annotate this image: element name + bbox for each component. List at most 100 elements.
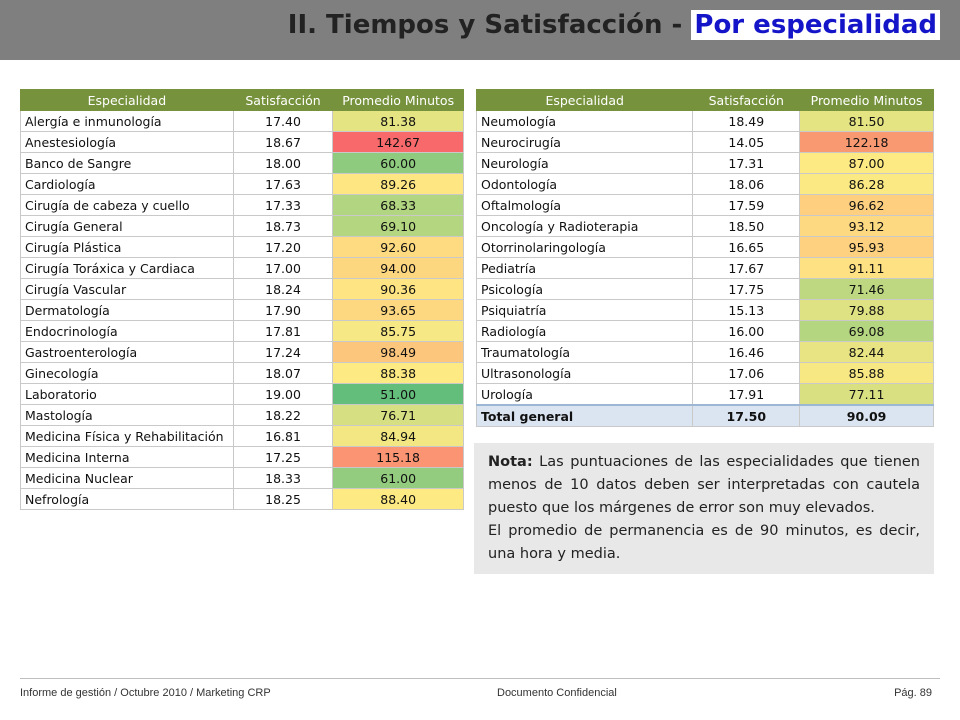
minutes-value: 81.38 xyxy=(332,110,464,132)
table-row: Oftalmología 17.59 96.62 xyxy=(475,194,934,216)
specialty-name: Alergía e inmunología xyxy=(20,110,234,132)
header-especialidad: Especialidad xyxy=(475,89,694,111)
minutes-value: 85.88 xyxy=(799,362,934,384)
satisfaction-value: 17.06 xyxy=(692,362,801,384)
specialty-name: Odontología xyxy=(475,173,694,195)
table-row: Radiología 16.00 69.08 xyxy=(475,320,934,342)
header-especialidad: Especialidad xyxy=(20,89,234,111)
minutes-value: 82.44 xyxy=(799,341,934,363)
table-row: Cirugía Plástica 17.20 92.60 xyxy=(20,236,464,258)
specialty-name: Anestesiología xyxy=(20,131,234,153)
specialty-name: Neurocirugía xyxy=(475,131,694,153)
satisfaction-value: 17.40 xyxy=(232,110,334,132)
note-text-1: Las puntuaciones de las especialidades q… xyxy=(488,454,920,516)
minutes-value: 81.50 xyxy=(799,110,934,132)
table-row: Otorrinolaringología 16.65 95.93 xyxy=(475,236,934,258)
table-row: Oncología y Radioterapia 18.50 93.12 xyxy=(475,215,934,237)
table-row: Laboratorio 19.00 51.00 xyxy=(20,383,464,405)
minutes-value: 84.94 xyxy=(332,425,464,447)
satisfaction-value: 16.65 xyxy=(692,236,801,258)
table-row: Endocrinología 17.81 85.75 xyxy=(20,320,464,342)
table-row: Neurología 17.31 87.00 xyxy=(475,152,934,174)
minutes-value: 95.93 xyxy=(799,236,934,258)
minutes-value: 69.08 xyxy=(799,320,934,342)
satisfaction-value: 18.00 xyxy=(232,152,334,174)
table-row: Psicología 17.75 71.46 xyxy=(475,278,934,300)
specialty-name: Radiología xyxy=(475,320,694,342)
satisfaction-value: 18.67 xyxy=(232,131,334,153)
minutes-value: 61.00 xyxy=(332,467,464,489)
satisfaction-value: 17.81 xyxy=(232,320,334,342)
minutes-value: 98.49 xyxy=(332,341,464,363)
minutes-value: 92.60 xyxy=(332,236,464,258)
minutes-value: 93.65 xyxy=(332,299,464,321)
satisfaction-value: 17.31 xyxy=(692,152,801,174)
table-row: Nefrología 18.25 88.40 xyxy=(20,488,464,510)
satisfaction-value: 15.13 xyxy=(692,299,801,321)
table-row: Medicina Física y Rehabilitación 16.81 84.… xyxy=(20,425,464,447)
minutes-value: 142.67 xyxy=(332,131,464,153)
specialty-name: Medicina Física y Rehabilitación xyxy=(20,425,234,447)
table-row: Odontología 18.06 86.28 xyxy=(475,173,934,195)
table-row: Mastología 18.22 76.71 xyxy=(20,404,464,426)
minutes-value: 94.00 xyxy=(332,257,464,279)
satisfaction-value: 16.81 xyxy=(232,425,334,447)
satisfaction-value: 17.20 xyxy=(232,236,334,258)
minutes-value: 76.71 xyxy=(332,404,464,426)
satisfaction-value: 17.24 xyxy=(232,341,334,363)
table-row: Cirugía Toráxica y Cardiaca 17.00 94.00 xyxy=(20,257,464,279)
specialty-name: Neumología xyxy=(475,110,694,132)
satisfaction-value: 18.24 xyxy=(232,278,334,300)
total-satisfaccion: 17.50 xyxy=(692,404,801,427)
specialty-table-right: Especialidad Satisfacción Promedio Minut… xyxy=(475,89,934,427)
table-row: Psiquiatría 15.13 79.88 xyxy=(475,299,934,321)
table-row: Ultrasonología 17.06 85.88 xyxy=(475,362,934,384)
specialty-name: Ginecología xyxy=(20,362,234,384)
minutes-value: 115.18 xyxy=(332,446,464,468)
satisfaction-value: 18.22 xyxy=(232,404,334,426)
minutes-value: 86.28 xyxy=(799,173,934,195)
footer-page-number: Pág. 89 xyxy=(894,687,932,699)
title-sub: Por especialidad xyxy=(691,10,940,40)
specialty-name: Traumatología xyxy=(475,341,694,363)
table-row: Medicina Nuclear 18.33 61.00 xyxy=(20,467,464,489)
header-minutos: Promedio Minutos xyxy=(332,89,464,111)
satisfaction-value: 16.46 xyxy=(692,341,801,363)
satisfaction-value: 17.00 xyxy=(232,257,334,279)
specialty-name: Cardiología xyxy=(20,173,234,195)
header-minutos: Promedio Minutos xyxy=(799,89,934,111)
minutes-value: 93.12 xyxy=(799,215,934,237)
specialty-table-left: Especialidad Satisfacción Promedio Minut… xyxy=(20,89,464,510)
total-minutos: 90.09 xyxy=(799,404,934,427)
specialty-name: Urología xyxy=(475,383,694,406)
specialty-name: Cirugía General xyxy=(20,215,234,237)
specialty-name: Psicología xyxy=(475,278,694,300)
note-label: Nota: xyxy=(488,454,533,470)
satisfaction-value: 18.49 xyxy=(692,110,801,132)
specialty-name: Oncología y Radioterapia xyxy=(475,215,694,237)
footer-divider xyxy=(20,678,940,679)
minutes-value: 91.11 xyxy=(799,257,934,279)
minutes-value: 85.75 xyxy=(332,320,464,342)
specialty-name: Psiquiatría xyxy=(475,299,694,321)
specialty-name: Cirugía Toráxica y Cardiaca xyxy=(20,257,234,279)
footer-center: Documento Confidencial xyxy=(497,687,617,699)
table-body-left: Alergía e inmunología 17.40 81.38 Anestesio… xyxy=(20,110,464,510)
minutes-value: 87.00 xyxy=(799,152,934,174)
specialty-name: Mastología xyxy=(20,404,234,426)
table-row: Neurocirugía 14.05 122.18 xyxy=(475,131,934,153)
minutes-value: 88.38 xyxy=(332,362,464,384)
minutes-value: 89.26 xyxy=(332,173,464,195)
satisfaction-value: 18.73 xyxy=(232,215,334,237)
table-row: Cirugía General 18.73 69.10 xyxy=(20,215,464,237)
table-row: Cirugía de cabeza y cuello 17.33 68.33 xyxy=(20,194,464,216)
satisfaction-value: 17.59 xyxy=(692,194,801,216)
page-title: II. Tiempos y Satisfacción - Por especia… xyxy=(288,10,940,40)
table-row: Gastroenterología 17.24 98.49 xyxy=(20,341,464,363)
specialty-name: Laboratorio xyxy=(20,383,234,405)
satisfaction-value: 17.91 xyxy=(692,383,801,406)
table-row: Pediatría 17.67 91.11 xyxy=(475,257,934,279)
specialty-name: Medicina Nuclear xyxy=(20,467,234,489)
note-box: Nota: Las puntuaciones de las especialid… xyxy=(474,443,934,574)
specialty-name: Pediatría xyxy=(475,257,694,279)
